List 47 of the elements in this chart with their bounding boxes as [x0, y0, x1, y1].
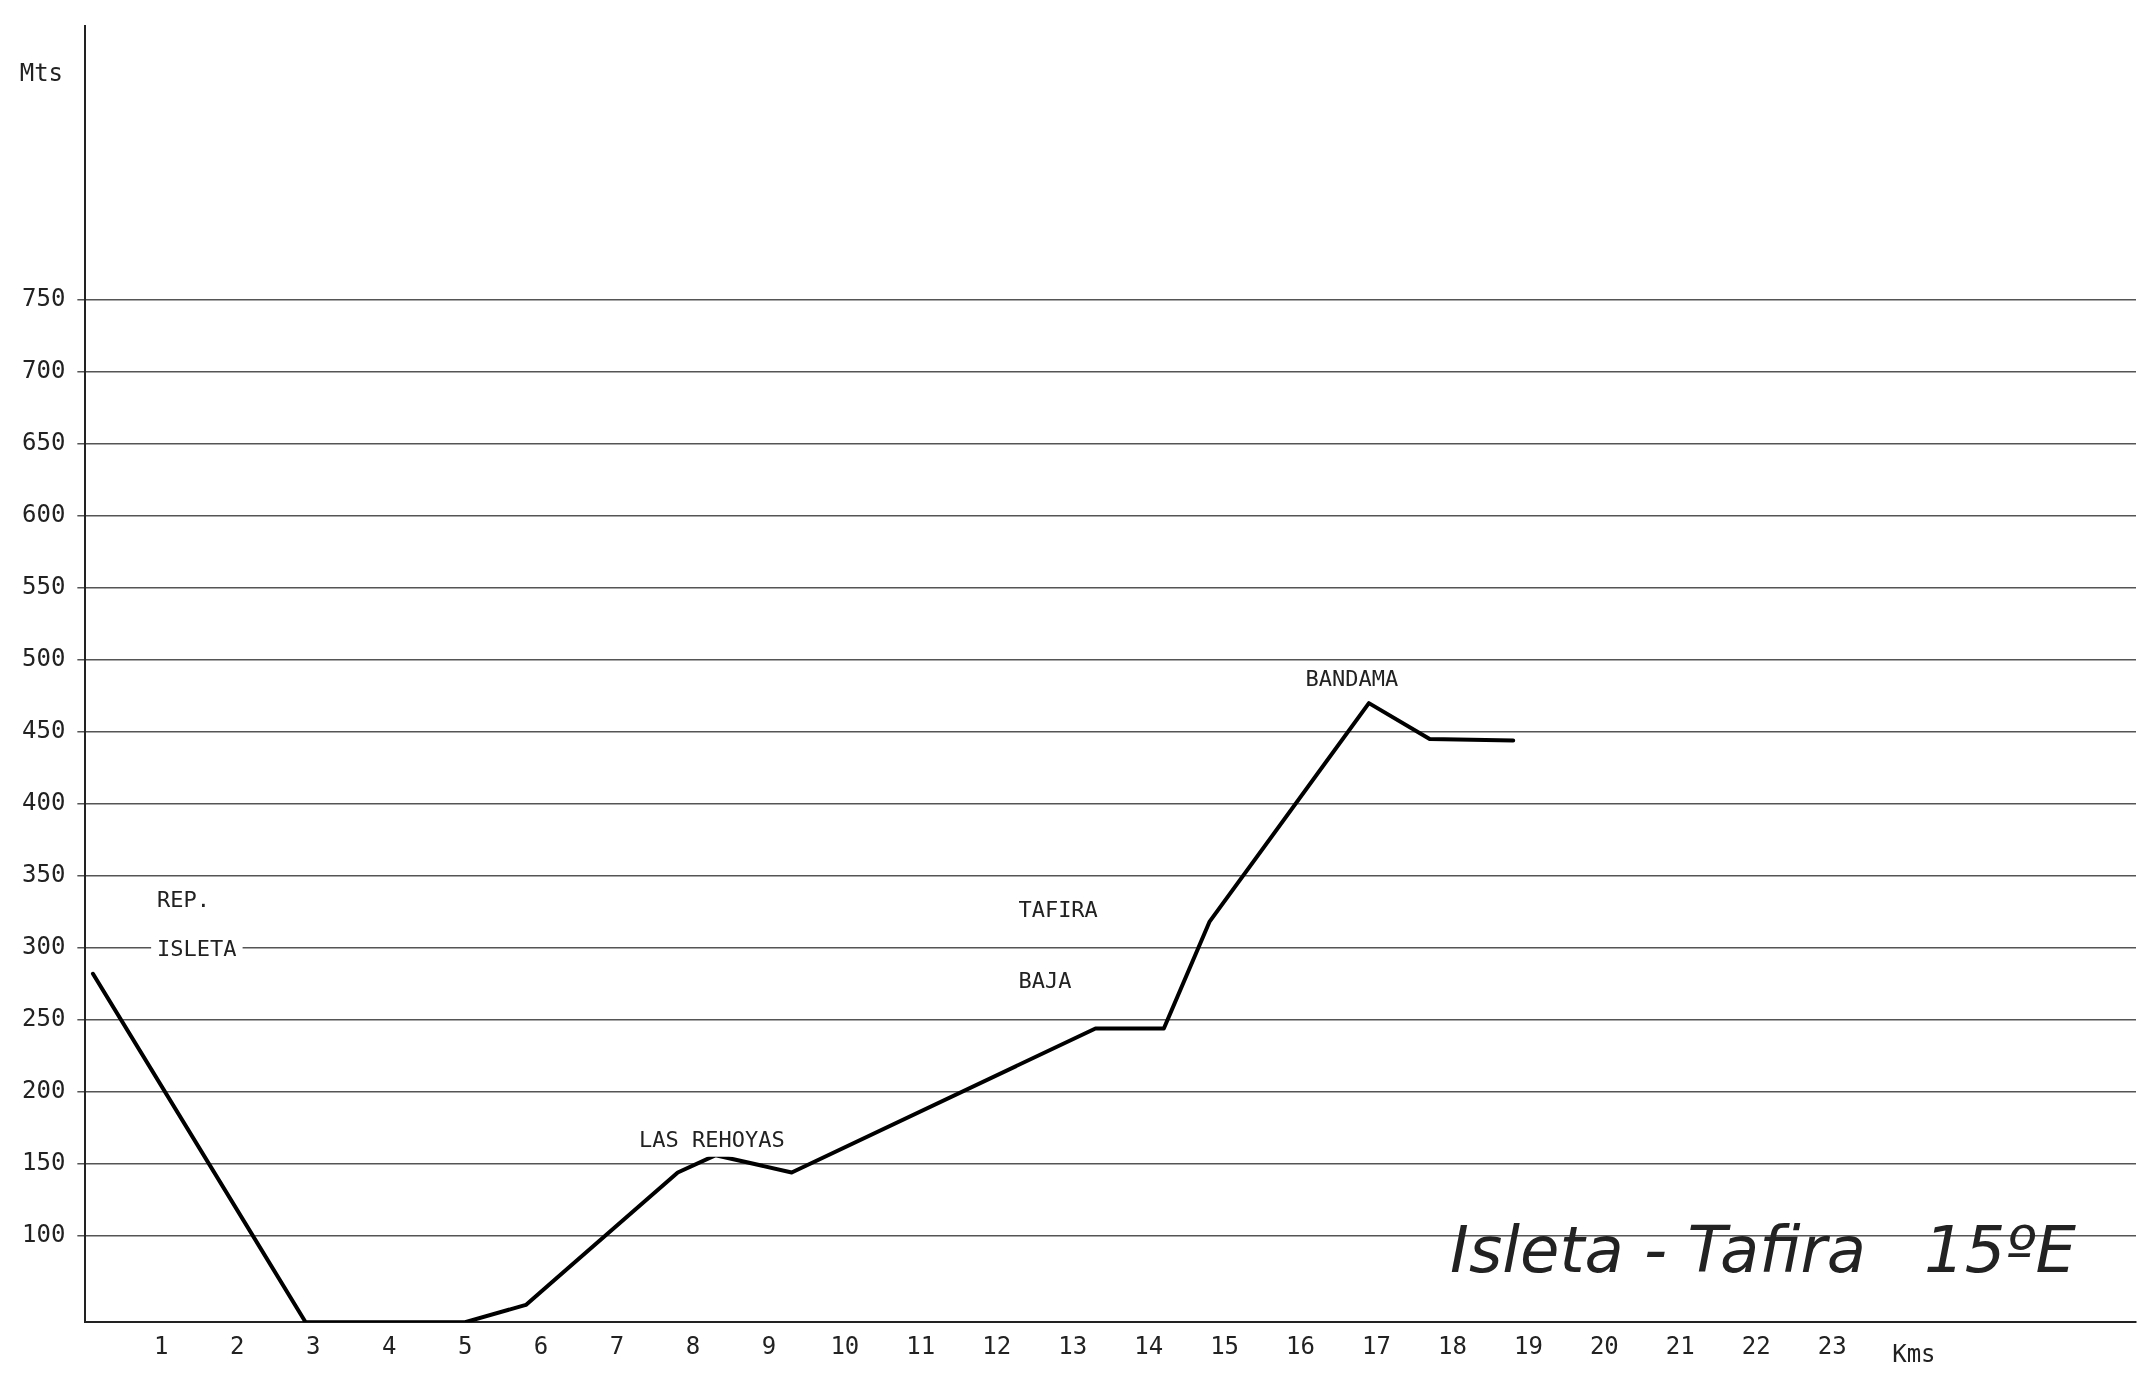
y-tick-label: 400 — [21, 788, 66, 817]
x-tick-label: 22 — [1741, 1331, 1771, 1360]
x-tick-label: 13 — [1058, 1331, 1088, 1360]
x-tick-label: 20 — [1589, 1331, 1619, 1360]
annotation: BAJA — [1018, 968, 1072, 994]
x-tick-label: 12 — [982, 1331, 1012, 1360]
x-tick-label: 8 — [685, 1331, 701, 1360]
y-tick-label: 500 — [21, 644, 66, 673]
annotation: BANDAMA — [1305, 666, 1399, 692]
x-axis-title: Kms — [1892, 1340, 1936, 1369]
annotation: ISLETA — [157, 936, 237, 962]
annotation: REP. — [157, 886, 211, 912]
y-tick-label: 550 — [21, 572, 66, 601]
x-tick-label: 7 — [609, 1331, 625, 1360]
y-axis-title: Mts — [19, 58, 64, 87]
x-tick-label: 14 — [1134, 1331, 1164, 1360]
y-tick-label: 100 — [21, 1220, 66, 1249]
x-tick-label: 9 — [761, 1331, 777, 1360]
y-tick-label: 200 — [21, 1076, 66, 1105]
y-tick-label: 150 — [21, 1148, 66, 1177]
x-tick-label: 6 — [533, 1331, 549, 1360]
y-tick-label: 700 — [21, 356, 66, 385]
x-tick-label: 15 — [1210, 1331, 1240, 1360]
y-tick-label: 250 — [21, 1004, 66, 1033]
annotation: TAFIRA — [1018, 897, 1098, 923]
y-tick-label: 600 — [21, 500, 66, 529]
x-tick-label: 23 — [1817, 1331, 1847, 1360]
y-tick-label: 450 — [21, 716, 66, 745]
y-tick-label: 650 — [21, 428, 66, 457]
x-tick-label: 19 — [1513, 1331, 1543, 1360]
x-tick-label: 18 — [1438, 1331, 1467, 1360]
x-tick-label: 17 — [1362, 1331, 1391, 1360]
x-tick-label: 16 — [1286, 1331, 1315, 1360]
x-tick-label: 10 — [830, 1331, 860, 1360]
x-tick-label: 5 — [457, 1331, 473, 1360]
x-tick-label: 3 — [305, 1331, 321, 1360]
y-tick-label: 350 — [21, 860, 66, 889]
annotation: LAS REHOYAS — [639, 1126, 785, 1152]
x-tick-label: 21 — [1665, 1331, 1695, 1360]
y-tick-label: 300 — [21, 932, 66, 961]
y-tick-label: 750 — [21, 284, 66, 313]
x-tick-label: 1 — [154, 1331, 169, 1360]
text: 15ºE — [1923, 1213, 2077, 1288]
text: Isleta - Tafira — [1450, 1213, 1866, 1288]
x-tick-label: 2 — [230, 1331, 245, 1360]
x-tick-label: 11 — [906, 1331, 936, 1360]
x-tick-label: 4 — [381, 1331, 397, 1360]
